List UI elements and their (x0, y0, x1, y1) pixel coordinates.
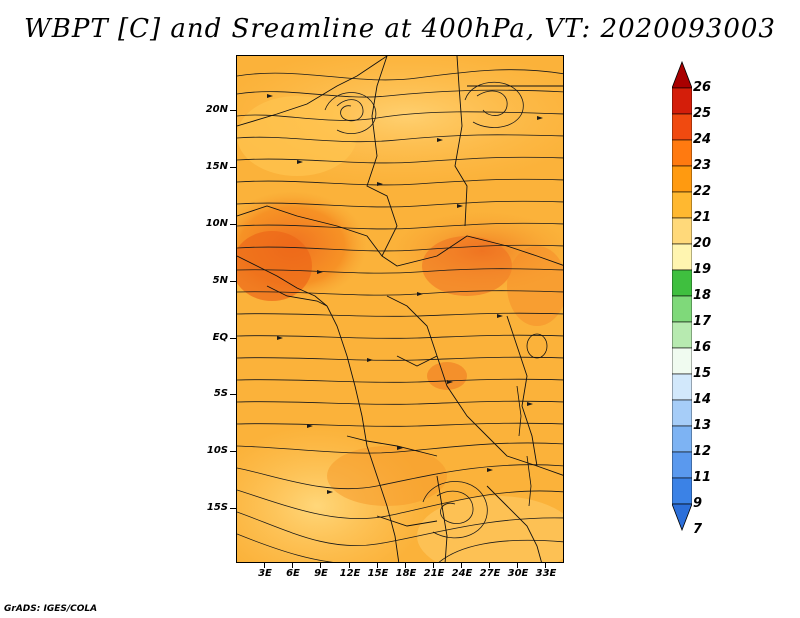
colorbar-swatch (672, 477, 692, 505)
colorbar-swatch (672, 269, 692, 297)
map-panel (236, 55, 564, 563)
colorbar-label-20: 20 (693, 236, 712, 251)
lon-tick (433, 563, 434, 568)
colorbar (672, 60, 692, 532)
lat-label-5s: 5S (213, 388, 228, 399)
colorbar-swatch (672, 165, 692, 193)
lon-label-18e: 18E (395, 568, 417, 579)
colorbar-swatch (672, 295, 692, 323)
grads-credit: GrADS: IGES/COLA (4, 604, 98, 614)
colorbar-swatch (672, 87, 692, 115)
shading-nw-cool (237, 96, 357, 176)
lat-tick (230, 224, 236, 225)
colorbar-swatch (672, 113, 692, 141)
lat-label-10s: 10S (206, 445, 228, 456)
colorbar-swatch (672, 243, 692, 271)
lon-tick (489, 563, 490, 568)
lon-label-3e: 3E (258, 568, 272, 579)
lon-tick (292, 563, 293, 568)
colorbar-swatch (672, 321, 692, 349)
colorbar-label-12: 12 (693, 444, 712, 459)
colorbar-label-22: 22 (693, 184, 712, 199)
lat-tick (230, 394, 236, 395)
colorbar-label-21: 21 (693, 210, 712, 225)
lon-label-27e: 27E (479, 568, 501, 579)
streamline-arrows (267, 94, 543, 494)
lat-tick (230, 110, 236, 111)
lat-tick (230, 281, 236, 282)
lat-label-20n: 20N (205, 104, 228, 115)
colorbar-label-17: 17 (693, 314, 712, 329)
colorbar-label-19: 19 (693, 262, 712, 277)
lon-tick (320, 563, 321, 568)
lon-label-30e: 30E (507, 568, 529, 579)
colorbar-swatch (672, 451, 692, 479)
colorbar-label-14: 14 (693, 392, 712, 407)
shading-west-core (237, 231, 312, 301)
colorbar-swatch (672, 399, 692, 427)
colorbar-label-18: 18 (693, 288, 712, 303)
lon-label-12e: 12E (339, 568, 361, 579)
lon-tick (545, 563, 546, 568)
lat-label-10n: 10N (205, 218, 228, 229)
colorbar-label-11: 11 (693, 470, 712, 485)
lon-label-6e: 6E (286, 568, 300, 579)
lon-tick (517, 563, 518, 568)
colorbar-top-arrow (672, 60, 692, 89)
lakes (516, 333, 548, 507)
colorbar-label-9: 9 (693, 496, 703, 511)
lon-label-9e: 9E (314, 568, 328, 579)
lon-tick (264, 563, 265, 568)
lon-tick (405, 563, 406, 568)
colorbar-swatch (672, 347, 692, 375)
map-svg (237, 56, 563, 562)
country-borders (237, 56, 563, 562)
lon-label-15e: 15E (367, 568, 389, 579)
colorbar-swatch (672, 191, 692, 219)
lat-tick (230, 508, 236, 509)
colorbar-label-23: 23 (693, 158, 712, 173)
lat-label-15n: 15N (205, 161, 228, 172)
lat-tick (230, 167, 236, 168)
lat-label-eq: EQ (212, 332, 228, 343)
lon-label-24e: 24E (451, 568, 473, 579)
lat-tick (230, 451, 236, 452)
shading-se-cool (417, 496, 563, 562)
colorbar-swatch (672, 373, 692, 401)
shading-south-warm (327, 446, 447, 506)
colorbar-bottom-arrow (672, 503, 692, 532)
lon-label-33e: 33E (535, 568, 557, 579)
colorbar-label-7: 7 (693, 522, 703, 537)
lon-tick (377, 563, 378, 568)
lat-label-15s: 15S (206, 502, 228, 513)
lat-label-5n: 5N (212, 275, 228, 286)
colorbar-label-24: 24 (693, 132, 712, 147)
lon-tick (349, 563, 350, 568)
streamlines (237, 69, 563, 562)
colorbar-label-25: 25 (693, 106, 712, 121)
chart-title: WBPT [C] and Sreamline at 400hPa, VT: 20… (24, 14, 776, 44)
shading-far-east-warm (507, 246, 563, 326)
lon-label-21e: 21E (423, 568, 445, 579)
colorbar-label-26: 26 (693, 80, 712, 95)
lat-tick (230, 338, 236, 339)
colorbar-swatch (672, 425, 692, 453)
colorbar-swatch (672, 217, 692, 245)
lon-tick (461, 563, 462, 568)
shading-central-warm (427, 362, 467, 390)
shading-east-core (422, 236, 512, 296)
colorbar-swatch (672, 139, 692, 167)
colorbar-label-16: 16 (693, 340, 712, 355)
colorbar-label-15: 15 (693, 366, 712, 381)
colorbar-label-13: 13 (693, 418, 712, 433)
